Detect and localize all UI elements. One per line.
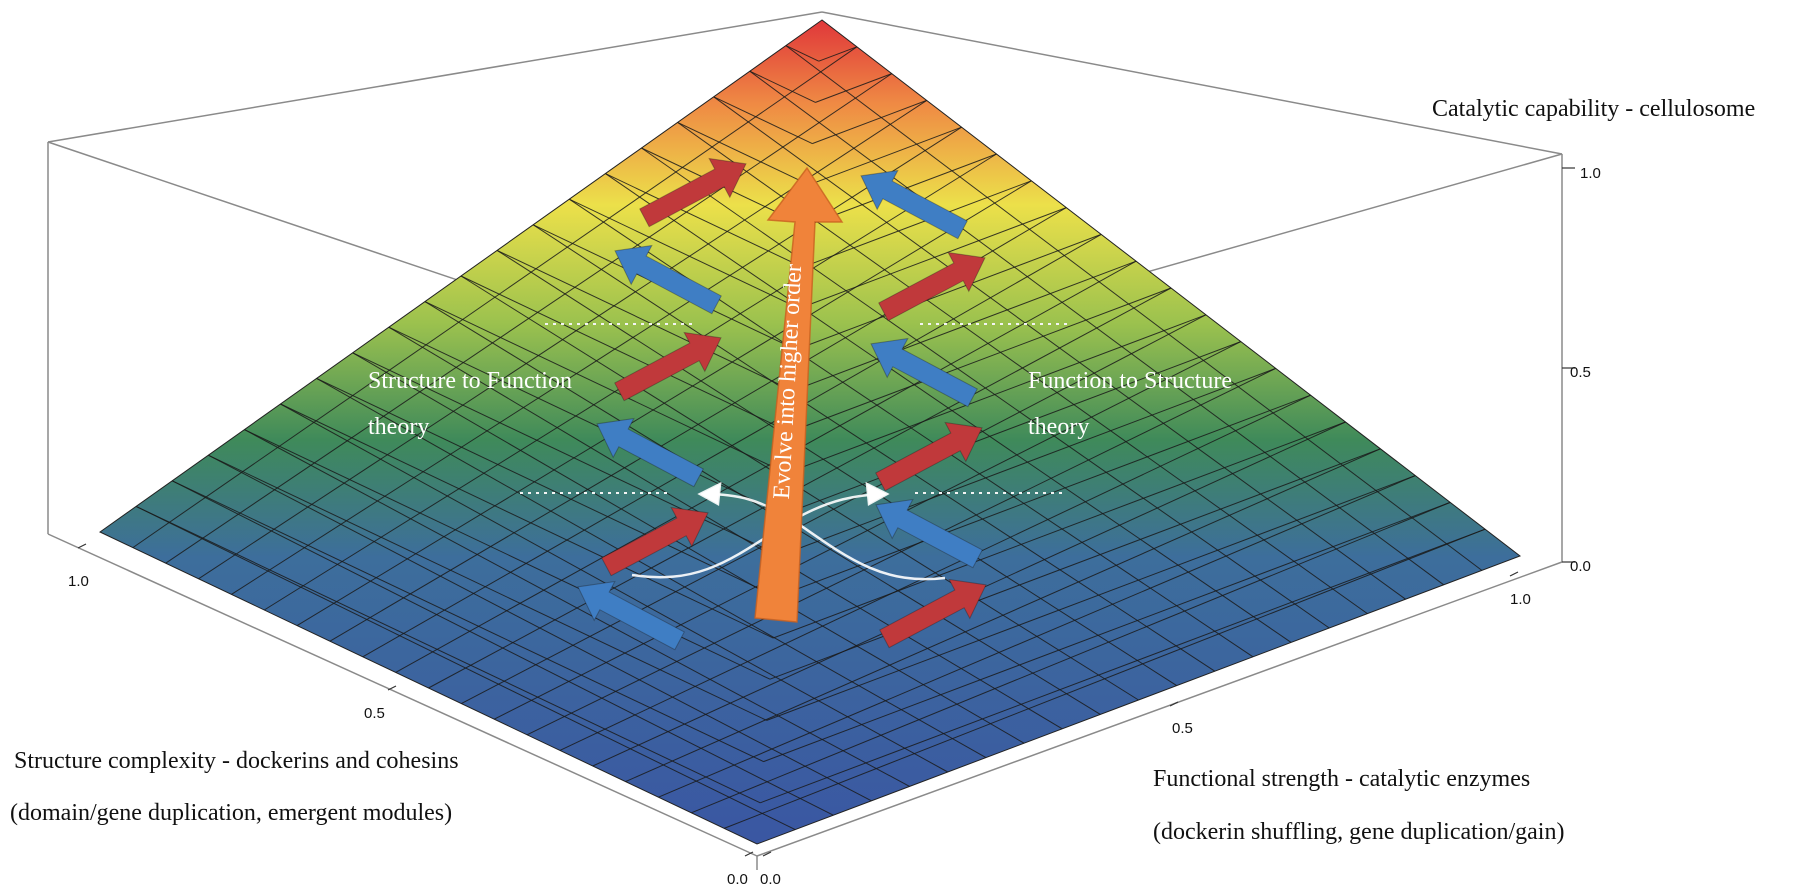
mesh-line — [808, 126, 962, 186]
blue-arrow-right-3 — [860, 169, 968, 240]
red-arrow-left-3 — [639, 157, 747, 228]
mesh-line — [424, 301, 787, 474]
mesh-line — [658, 475, 1416, 798]
mesh-line — [713, 96, 813, 145]
right-axis: 0.0 0.5 1.0 Functional strength - cataly… — [760, 571, 1564, 888]
z-tick-top: 1.0 — [1580, 165, 1601, 182]
mesh-line — [812, 99, 927, 145]
blue-arrow-right-1 — [875, 498, 983, 569]
mesh-line — [208, 454, 767, 721]
mesh-line — [677, 121, 810, 186]
pyramid-surface — [99, 19, 1522, 845]
red-arrow-right-3 — [878, 251, 986, 322]
mesh-line — [493, 341, 1242, 720]
red-arrow-right-1 — [879, 578, 987, 649]
mesh-line — [785, 45, 819, 62]
mesh-line — [766, 475, 1416, 721]
mesh-line — [723, 528, 1486, 829]
left-arrow-column — [577, 157, 747, 651]
right-arrow-column — [860, 169, 987, 649]
mesh-line — [815, 73, 892, 103]
blue-arrow-right-2 — [870, 337, 978, 408]
left-axis-title-line2: (domain/gene duplication, emergent modul… — [10, 800, 452, 826]
mesh-line — [532, 224, 1216, 672]
left-theory-label-line1: Structure to Function — [368, 368, 572, 394]
mesh-line — [135, 505, 761, 804]
mesh-line — [792, 260, 1137, 392]
right-theory-label-line1: Function to Structure — [1028, 368, 1232, 394]
dotted-guides — [520, 323, 1070, 494]
left-axis-title-line1: Structure complexity - dockerins and coh… — [14, 748, 459, 774]
right-tick-0: 0.0 — [760, 871, 781, 888]
mesh-line — [799, 207, 1067, 309]
blue-arrow-left-1 — [577, 580, 685, 651]
blue-arrow-left-3 — [614, 244, 722, 315]
red-arrow-right-2 — [875, 421, 983, 492]
mesh-line — [795, 233, 1102, 351]
mesh-line — [763, 501, 1451, 763]
left-tick-1: 1.0 — [68, 573, 89, 590]
left-curve-arrowhead — [697, 481, 722, 507]
mesh-line — [769, 448, 1381, 680]
bounding-box — [47, 11, 1563, 870]
mesh-line — [316, 377, 777, 598]
mesh-line — [460, 275, 790, 433]
right-axis-title-line1: Functional strength - catalytic enzymes — [1153, 766, 1530, 792]
mesh-line — [786, 314, 1207, 474]
mesh-line — [569, 198, 1254, 658]
mesh-line — [802, 180, 1032, 268]
mesh-line — [625, 448, 1381, 783]
mesh-line — [461, 314, 1207, 705]
mesh-line — [773, 421, 1346, 639]
mesh-line — [818, 46, 858, 62]
mesh-line — [782, 341, 1241, 515]
mesh-line — [526, 367, 1276, 736]
red-arrow-left-2 — [614, 331, 722, 402]
right-tick-1: 1.0 — [1510, 591, 1531, 608]
mesh-line — [559, 394, 1311, 751]
mesh-line — [605, 173, 1292, 643]
mesh-line — [749, 70, 816, 103]
mesh-line — [496, 249, 1177, 687]
z-tick-bottom: 0.0 — [1570, 558, 1591, 575]
z-axis: Catalytic capability - cellulosome 1.0 0… — [1432, 96, 1755, 575]
z-axis-title: Catalytic capability - cellulosome — [1432, 96, 1755, 122]
mesh-line — [691, 501, 1451, 814]
mesh-line — [776, 394, 1311, 598]
right-tick-05: 0.5 — [1172, 720, 1193, 737]
surface-mesh — [132, 45, 1486, 831]
mesh-line — [605, 173, 803, 268]
mesh-line — [352, 352, 780, 557]
mesh-line — [280, 403, 774, 639]
blue-arrow-left-2 — [596, 417, 704, 488]
mesh-line — [171, 480, 764, 763]
mesh-line — [388, 326, 784, 515]
left-tick-0: 0.0 — [727, 871, 748, 888]
right-theory-label-line2: theory — [1028, 414, 1089, 440]
mesh-line — [749, 70, 1444, 586]
mesh-line — [785, 45, 1483, 571]
mesh-line — [244, 429, 771, 680]
z-tick-mid: 0.5 — [1570, 364, 1591, 381]
mesh-line — [760, 528, 1486, 804]
right-curve-arrowhead — [865, 481, 890, 507]
mesh-line — [641, 147, 1330, 629]
red-arrow-left-1 — [601, 506, 709, 577]
left-tick-05: 0.5 — [364, 705, 385, 722]
mesh-line — [496, 249, 793, 392]
mesh-line — [789, 287, 1172, 433]
left-axis: 1.0 0.5 0.0 Structure complexity - docke… — [10, 543, 754, 888]
mesh-line — [713, 96, 1406, 600]
mesh-line — [569, 198, 800, 309]
left-theory-label-line2: theory — [368, 414, 429, 440]
right-axis-title-line2: (dockerin shuffling, gene duplication/ga… — [1153, 819, 1564, 845]
